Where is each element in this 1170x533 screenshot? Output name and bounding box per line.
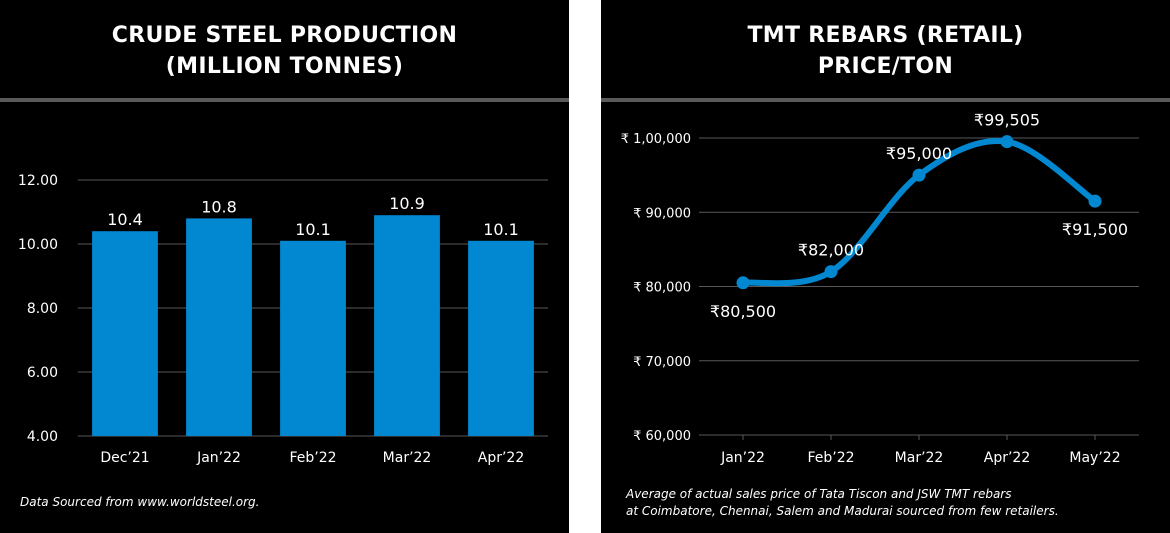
y-tick-label: ₹ 80,000: [633, 281, 691, 296]
bar: [186, 218, 252, 436]
data-label: ₹95,000: [886, 144, 952, 163]
title-divider: [0, 98, 569, 102]
data-point: [912, 168, 926, 182]
x-tick-label: Apr’22: [478, 450, 524, 466]
x-tick-label: Feb’22: [807, 450, 854, 466]
y-tick-label: ₹ 60,000: [633, 429, 691, 444]
x-tick-label: Dec’21: [100, 450, 149, 466]
x-tick-label: Mar’22: [895, 450, 944, 466]
bar: [280, 240, 346, 436]
bar-chart: 4.00 6.00 8.00 10.00 12.00 10.4 Dec’21 10.8 Jan’…: [18, 173, 548, 466]
steel-production-panel: CRUDE STEEL PRODUCTION (MILLION TONNES) …: [0, 0, 569, 533]
data-label: 10.1: [483, 220, 519, 239]
data-label: 10.9: [389, 194, 425, 213]
title-line-2: PRICE/TON: [817, 54, 954, 79]
data-label: ₹82,000: [798, 241, 864, 260]
y-tick-label: ₹ 70,000: [633, 355, 691, 370]
source-note: Data Sourced from www.worldsteel.org.: [20, 495, 260, 509]
source-note-line-2: at Coimbatore, Chennai, Salem and Madura…: [626, 504, 1059, 518]
bar: [468, 240, 534, 436]
x-tick-label: Feb’22: [289, 450, 336, 466]
data-point: [824, 265, 838, 279]
title-line-1: TMT REBARS (RETAIL): [747, 23, 1024, 48]
chart-title: TMT REBARS (RETAIL) PRICE/TON: [601, 20, 1170, 82]
source-note: Average of actual sales price of Tata Ti…: [626, 486, 1059, 520]
data-label: 10.4: [107, 210, 143, 229]
x-tick-label: Jan’22: [196, 450, 241, 466]
data-label: ₹91,500: [1062, 220, 1128, 239]
bar: [92, 231, 158, 436]
data-label: ₹80,500: [710, 302, 776, 321]
tmt-price-panel: TMT REBARS (RETAIL) PRICE/TON ₹ 60,000 ₹ …: [601, 0, 1170, 533]
y-tick-label: 6.00: [27, 365, 58, 381]
data-point: [1088, 194, 1102, 208]
y-tick-label: 10.00: [18, 237, 58, 253]
title-line-1: CRUDE STEEL PRODUCTION: [111, 23, 458, 48]
data-label: ₹99,505: [974, 111, 1040, 130]
title-line-2: (MILLION TONNES): [165, 54, 404, 79]
x-tick-label: Apr’22: [984, 450, 1030, 466]
chart-title: CRUDE STEEL PRODUCTION (MILLION TONNES): [0, 20, 569, 82]
line-chart: ₹ 60,000 ₹ 70,000 ₹ 80,000 ₹ 90,000 ₹ 1,00,0…: [621, 111, 1139, 466]
data-point: [1000, 135, 1014, 149]
data-point: [736, 276, 750, 290]
title-divider: [601, 98, 1170, 102]
y-tick-label: ₹ 90,000: [633, 206, 691, 221]
data-label: 10.1: [295, 220, 331, 239]
y-tick-label: 8.00: [27, 301, 58, 317]
y-tick-label: 12.00: [18, 173, 58, 189]
x-tick-label: Jan’22: [720, 450, 765, 466]
bar: [374, 215, 440, 436]
source-note-line-1: Average of actual sales price of Tata Ti…: [626, 487, 1012, 501]
x-tick-label: May’22: [1069, 450, 1120, 466]
y-tick-label: ₹ 1,00,000: [621, 132, 691, 147]
y-tick-label: 4.00: [27, 429, 58, 445]
data-label: 10.8: [201, 197, 237, 216]
x-tick-label: Mar’22: [383, 450, 432, 466]
